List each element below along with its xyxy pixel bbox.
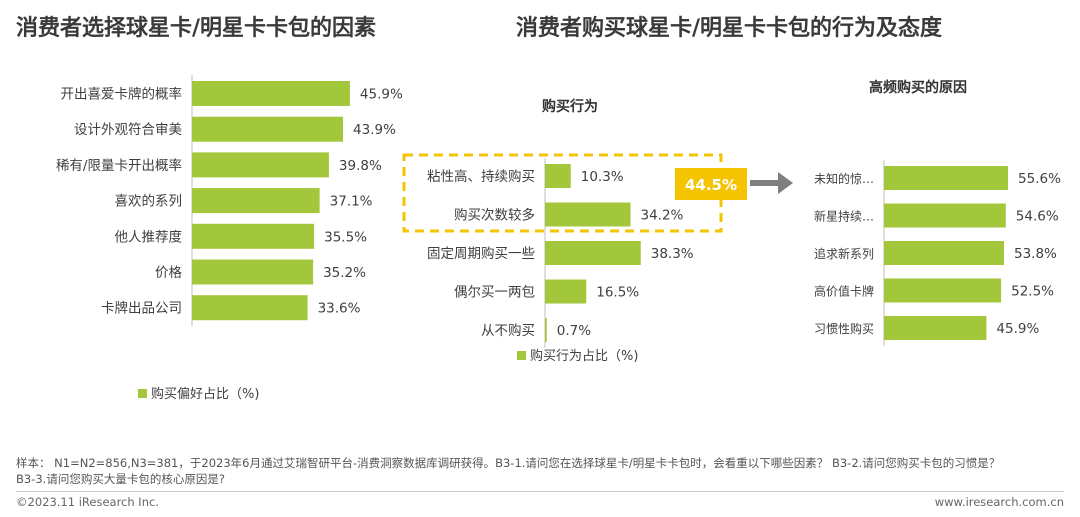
category-label: 习惯性购买 [814, 321, 874, 336]
bar [545, 279, 587, 304]
chart-title-2: 高频购买的原因 [869, 79, 967, 96]
value-label: 53.8% [1014, 246, 1057, 262]
bar [192, 116, 344, 142]
value-label: 43.9% [353, 122, 396, 138]
arrow-icon [778, 172, 793, 194]
highlight-badge [675, 168, 747, 200]
copyright-text: ©2023.11 iResearch Inc. [16, 495, 159, 509]
value-label: 45.9% [360, 87, 403, 103]
value-label: 38.3% [651, 246, 694, 262]
bar [192, 152, 329, 178]
value-label: 35.2% [323, 265, 366, 281]
category-label: 高价值卡牌 [814, 284, 874, 299]
left-chart-title: 消费者选择球星卡/明星卡卡包的因素 [16, 16, 377, 41]
sample-footnote: 样本： N1=N2=856,N3=381，于2023年6月通过艾瑞智研平台-消费… [16, 456, 1001, 486]
value-label: 37.1% [330, 194, 373, 210]
value-label: 10.3% [581, 169, 624, 185]
bar [545, 202, 631, 227]
legend-swatch [517, 351, 526, 360]
category-label: 固定周期购买一些 [427, 246, 535, 262]
chart-title-1: 购买行为 [542, 98, 598, 115]
bar [192, 259, 314, 285]
legend-label: 购买行为占比（%) [530, 348, 638, 364]
category-label: 他人推荐度 [115, 229, 183, 245]
high-stickiness-annotation: 44.5% [402, 153, 793, 233]
category-label: 喜欢的系列 [115, 194, 183, 210]
highlight-dashed-box [402, 153, 723, 233]
bar [884, 166, 1009, 190]
value-label: 33.6% [318, 301, 361, 317]
footer-divider [16, 491, 1064, 492]
category-label: 追求新系列 [814, 246, 874, 261]
value-label: 54.6% [1016, 209, 1059, 225]
right-section-title: 消费者购买球星卡/明星卡卡包的行为及态度 [516, 16, 943, 41]
category-label: 从不购买 [481, 323, 535, 339]
value-label: 45.9% [996, 321, 1039, 337]
value-label: 55.6% [1018, 171, 1061, 187]
category-label: 开出喜爱卡牌的概率 [61, 86, 183, 103]
bar [884, 278, 1002, 303]
value-label: 52.5% [1011, 284, 1054, 300]
category-label: 购买次数较多 [454, 207, 535, 224]
category-label: 稀有/限量卡开出概率 [56, 157, 182, 174]
charts-canvas: 开出喜爱卡牌的概率 45.9% 设计外观符合审美 43.9% 稀有/限量卡开出概率 39.… [56, 75, 1061, 402]
value-label: 0.7% [557, 323, 591, 339]
category-label: 设计外观符合审美 [74, 122, 182, 138]
bar [545, 164, 571, 188]
purchase-preference-chart: 开出喜爱卡牌的概率 45.9% 设计外观符合审美 43.9% 稀有/限量卡开出概率 39.… [56, 75, 403, 402]
bar [545, 318, 547, 342]
category-label: 价格 [155, 265, 182, 281]
legend-swatch [138, 389, 147, 398]
bar [192, 81, 350, 106]
arrow-shaft [750, 180, 780, 186]
bar [192, 188, 320, 214]
bar [192, 295, 308, 321]
value-label: 35.5% [324, 229, 367, 245]
category-label: 粘性高、持续购买 [427, 168, 535, 185]
highlight-badge-label: 44.5% [685, 176, 737, 194]
category-label: 卡牌出品公司 [101, 300, 182, 317]
bar [545, 241, 641, 265]
bar [192, 223, 315, 249]
bar [884, 241, 1005, 265]
bar [884, 203, 1006, 228]
bar [884, 316, 987, 340]
value-label: 39.8% [339, 158, 382, 174]
value-label: 16.5% [596, 285, 639, 301]
value-label: 34.2% [641, 208, 684, 224]
legend-label: 购买偏好占比（%) [151, 386, 259, 402]
website-url: www.iresearch.com.cn [934, 495, 1064, 509]
category-label: 未知的惊… [814, 171, 874, 186]
category-label: 偶尔买一两包 [454, 285, 535, 301]
category-label: 新星持续… [814, 209, 874, 224]
